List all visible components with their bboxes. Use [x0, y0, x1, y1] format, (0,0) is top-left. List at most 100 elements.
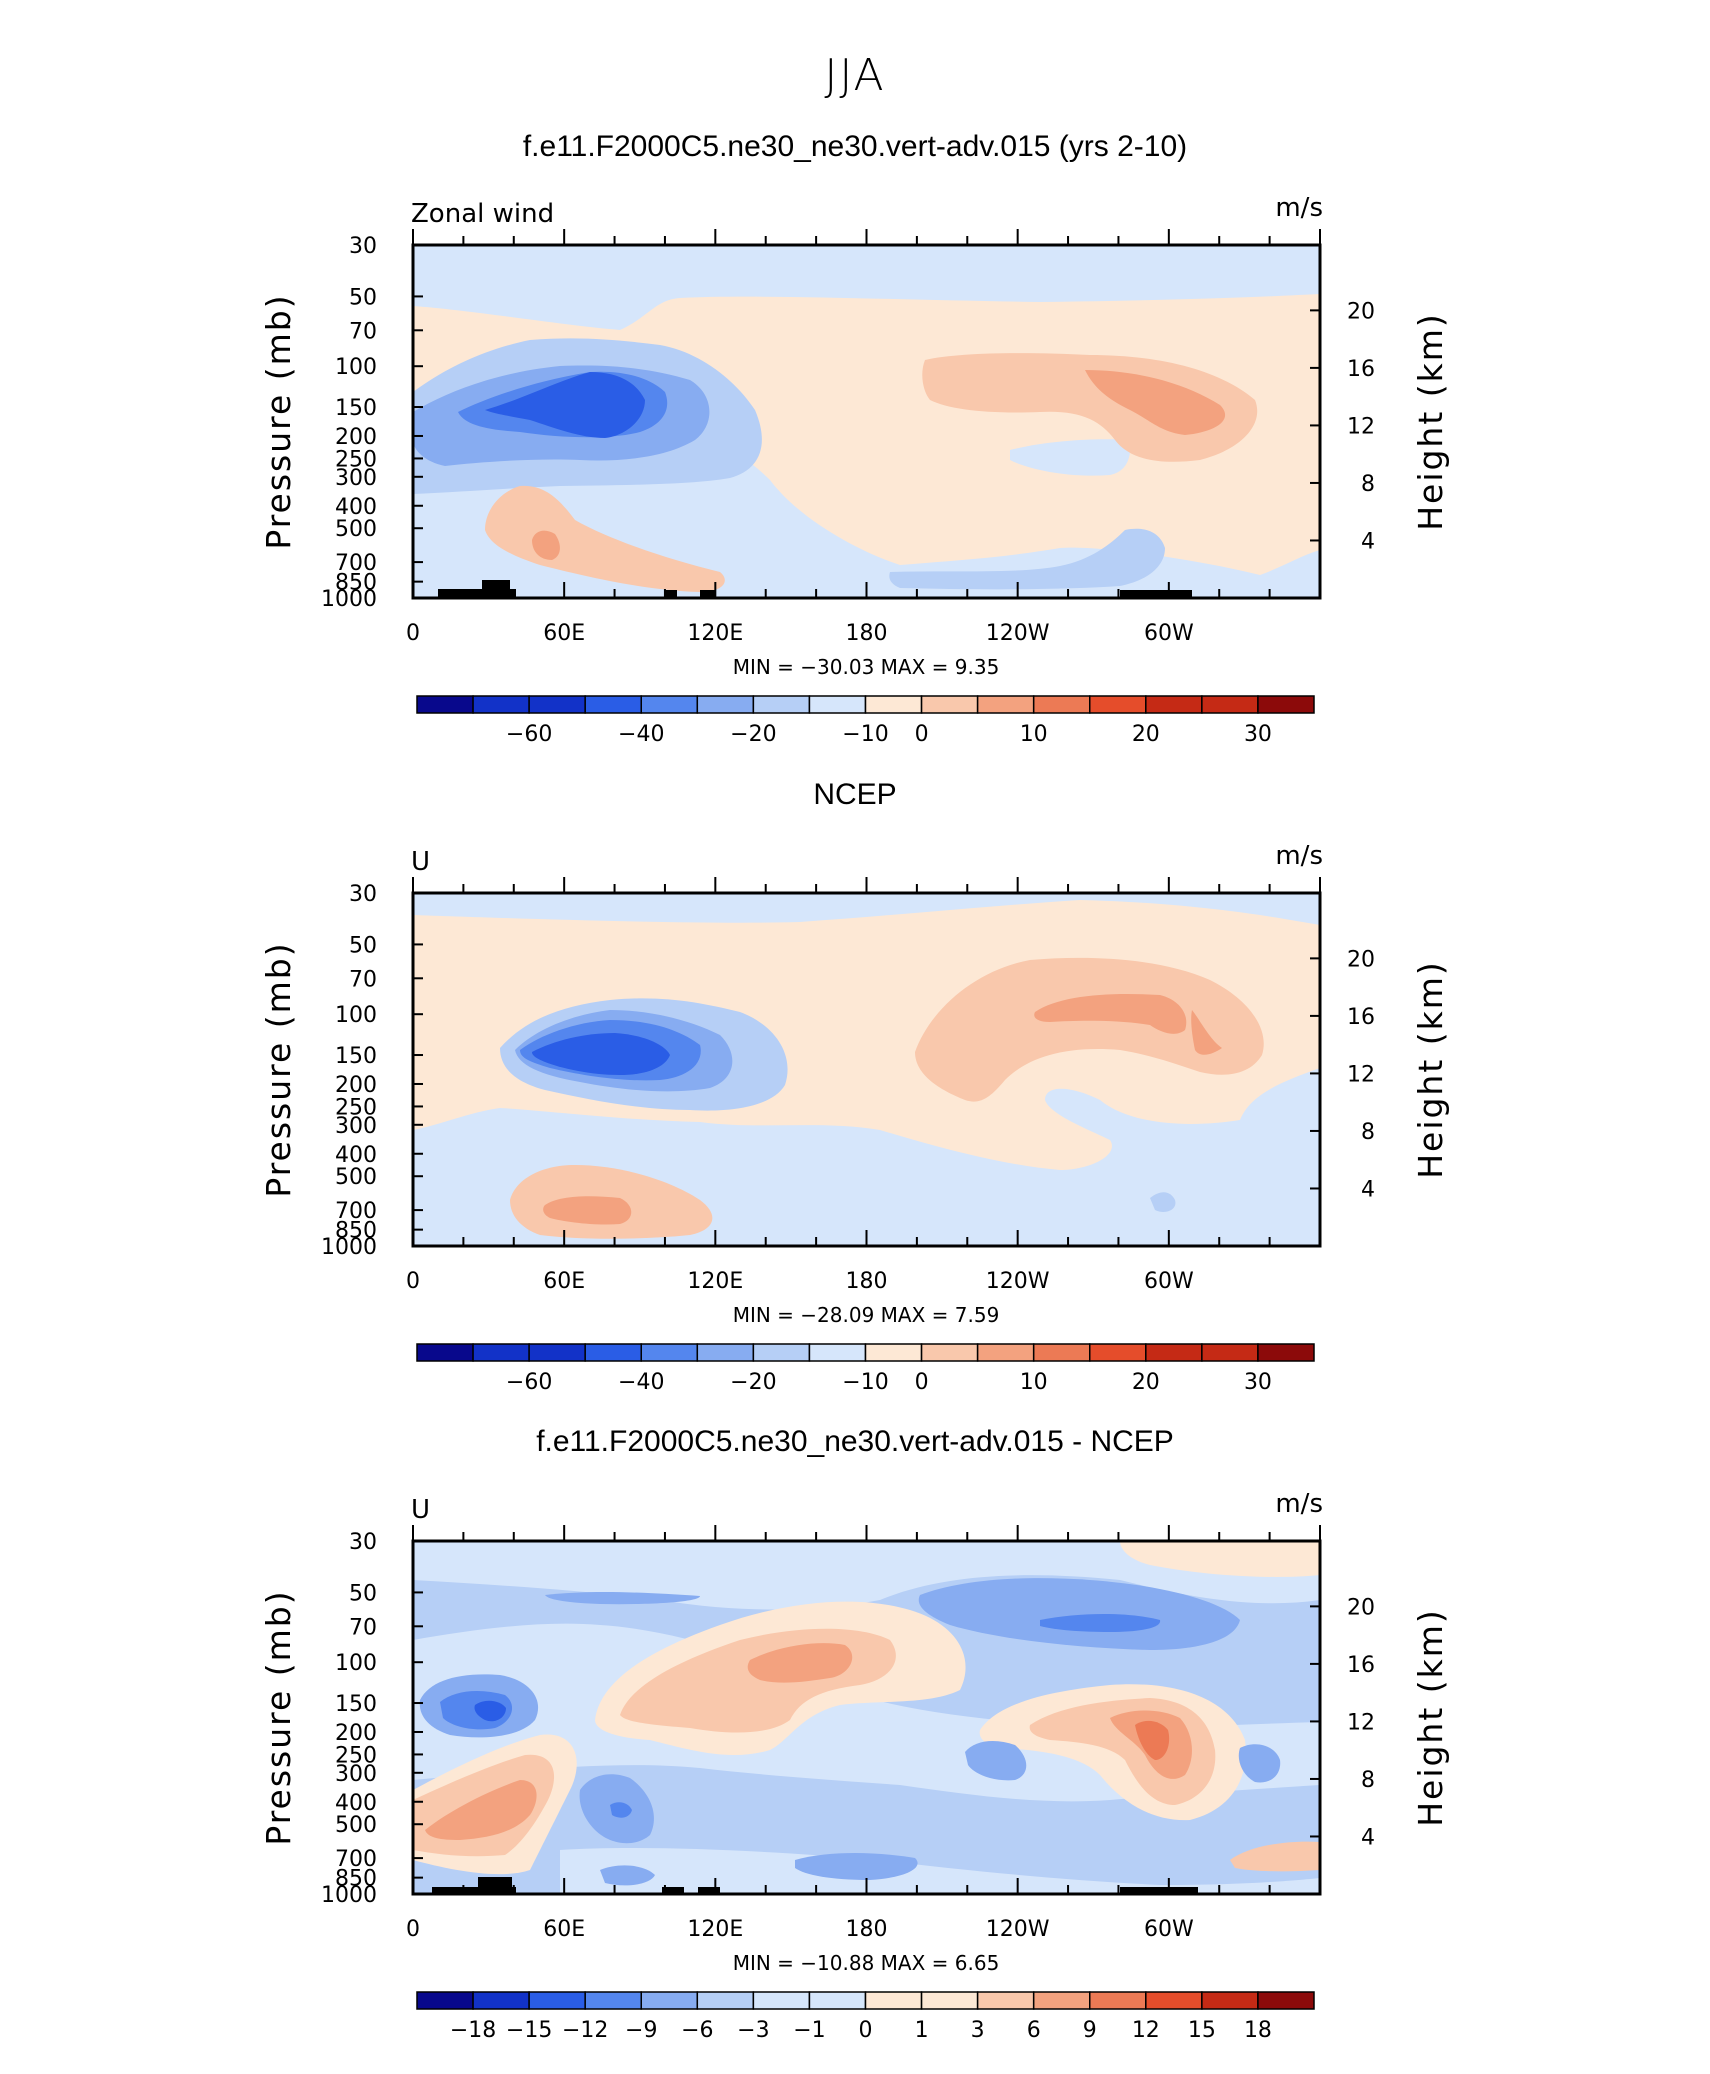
colorbar-box	[1257, 1343, 1315, 1362]
y-tick-label: 50	[349, 1581, 377, 1606]
x-tick-label: 180	[846, 1917, 888, 1942]
panel-1-land-mask	[665, 590, 677, 598]
y-tick-label: 250	[335, 447, 377, 472]
y-axis-title: Pressure (mb)	[259, 1589, 298, 1845]
y-tick-label: 30	[349, 234, 377, 259]
panel-3-units-label: m/s	[1275, 1489, 1323, 1519]
colorbar-label: −20	[730, 722, 776, 747]
colorbar-label: −10	[842, 1370, 888, 1395]
y-tick-label: 30	[349, 882, 377, 907]
panel-1-contours	[413, 294, 1320, 598]
y2-tick-label: 12	[1347, 414, 1375, 439]
x-tick-label: 0	[406, 1917, 420, 1942]
panel-1-land-mask	[700, 590, 715, 598]
colorbar-box	[808, 1991, 867, 2010]
colorbar-box	[920, 695, 979, 714]
panel-2-colorbar: −60 −40 −20 −10 0 10 20 30	[416, 1343, 1315, 1395]
y-tick-label: 100	[335, 1651, 377, 1676]
colorbar-label: 9	[1083, 2018, 1097, 2043]
x-tick-label: 60E	[543, 1917, 585, 1942]
colorbar-box	[752, 1991, 811, 2010]
colorbar-label: 0	[915, 1370, 929, 1395]
y-tick-label: 700	[335, 1199, 377, 1224]
panel-2-contours	[413, 900, 1320, 1239]
panel-3-contour-neg-aloft-1	[918, 1578, 1240, 1650]
colorbar-box	[416, 1991, 474, 2010]
panel-3-land-mask	[1120, 1887, 1198, 1894]
colorbar-box	[696, 1343, 755, 1362]
colorbar-box	[528, 1343, 586, 1362]
colorbar-box	[1032, 1991, 1091, 2010]
y-tick-label: 500	[335, 1165, 377, 1190]
colorbar-box	[416, 1343, 474, 1362]
panel-3-variable-label: U	[411, 1495, 430, 1525]
colorbar-label: 10	[1020, 722, 1048, 747]
panel-1-minmax: MIN = −30.03 MAX = 9.35	[733, 655, 1000, 679]
colorbar-box	[528, 695, 586, 714]
panel-3-contour-neg-aloft-2	[1040, 1614, 1161, 1632]
x-tick-label: 180	[846, 621, 888, 646]
colorbar-box	[640, 1991, 699, 2010]
colorbar-box	[1145, 695, 1203, 714]
colorbar-box	[528, 1991, 586, 2010]
y-axis-title: Pressure (mb)	[259, 941, 298, 1197]
panel-3-plot	[411, 1539, 1322, 1896]
x-tick-label: 0	[406, 621, 420, 646]
x-tick-label: 120E	[687, 621, 743, 646]
y-tick-label: 100	[335, 355, 377, 380]
panel-3-contours	[413, 1541, 1320, 1894]
panel-3-contour-near-zero-band	[413, 1541, 1320, 1610]
panel-3-land-mask	[432, 1887, 516, 1894]
colorbar-box	[752, 1343, 811, 1362]
y-tick-label: 70	[349, 1615, 377, 1640]
y2-tick-label: 4	[1361, 1177, 1375, 1202]
panel-3-contour-neg-low-1	[795, 1853, 918, 1880]
y-tick-label: 200	[335, 1073, 377, 1098]
colorbar-box	[1201, 1991, 1259, 2010]
panel-2-variable-label: U	[411, 847, 430, 877]
x-tick-label: 60E	[543, 621, 585, 646]
panel-3-contour-neg-west-3	[474, 1700, 506, 1722]
colorbar-box	[640, 695, 699, 714]
x-tick-label: 60W	[1144, 1917, 1194, 1942]
panel-3-contour-positive-3	[747, 1643, 853, 1683]
colorbar-box	[864, 1991, 923, 2010]
colorbar-label: 6	[1027, 2018, 1041, 2043]
colorbar-label: −12	[562, 2018, 608, 2043]
y2-tick-label: 12	[1347, 1062, 1375, 1087]
panel-3-colorbar: −18 −15 −12 −9 −6 −3 −1 0 1 3 6 9 12 15 18	[416, 1991, 1315, 2043]
colorbar-box	[472, 1343, 530, 1362]
colorbar-box	[1089, 1991, 1147, 2010]
y-tick-label: 400	[335, 1791, 377, 1816]
y-tick-label: 100	[335, 1003, 377, 1028]
colorbar-label: 10	[1020, 1370, 1048, 1395]
colorbar-box	[696, 695, 755, 714]
y2-tick-label: 8	[1361, 1768, 1375, 1793]
y-tick-label: 1000	[321, 1883, 377, 1908]
colorbar-box	[584, 695, 642, 714]
y-axis-title: Pressure (mb)	[259, 293, 298, 549]
colorbar-label: −60	[506, 722, 552, 747]
colorbar-box	[584, 1991, 642, 2010]
y2-tick-label: 20	[1347, 299, 1375, 324]
panel-2-contour-orange-2b	[1191, 1010, 1222, 1055]
colorbar-label: −20	[730, 1370, 776, 1395]
panel-3-land-mask	[698, 1887, 720, 1894]
panel-1-variable-label: Zonal wind	[411, 199, 554, 229]
x-tick-label: 60W	[1144, 1269, 1194, 1294]
panel-2-contour-orange-2	[1034, 993, 1187, 1034]
y-tick-label: 30	[349, 1530, 377, 1555]
colorbar-box	[976, 695, 1035, 714]
y-tick-label: 200	[335, 1721, 377, 1746]
y2-tick-label: 8	[1361, 1120, 1375, 1145]
x-tick-label: 0	[406, 1269, 420, 1294]
panel-3-contour-near-zero-low	[560, 1848, 1320, 1894]
y-tick-label: 250	[335, 1095, 377, 1120]
colorbar-box	[1089, 695, 1147, 714]
colorbar-label: 30	[1244, 722, 1272, 747]
y2-tick-label: 16	[1347, 1005, 1375, 1030]
colorbar-label: 12	[1132, 2018, 1160, 2043]
panel-2-contour-low-blue	[1150, 1192, 1176, 1212]
